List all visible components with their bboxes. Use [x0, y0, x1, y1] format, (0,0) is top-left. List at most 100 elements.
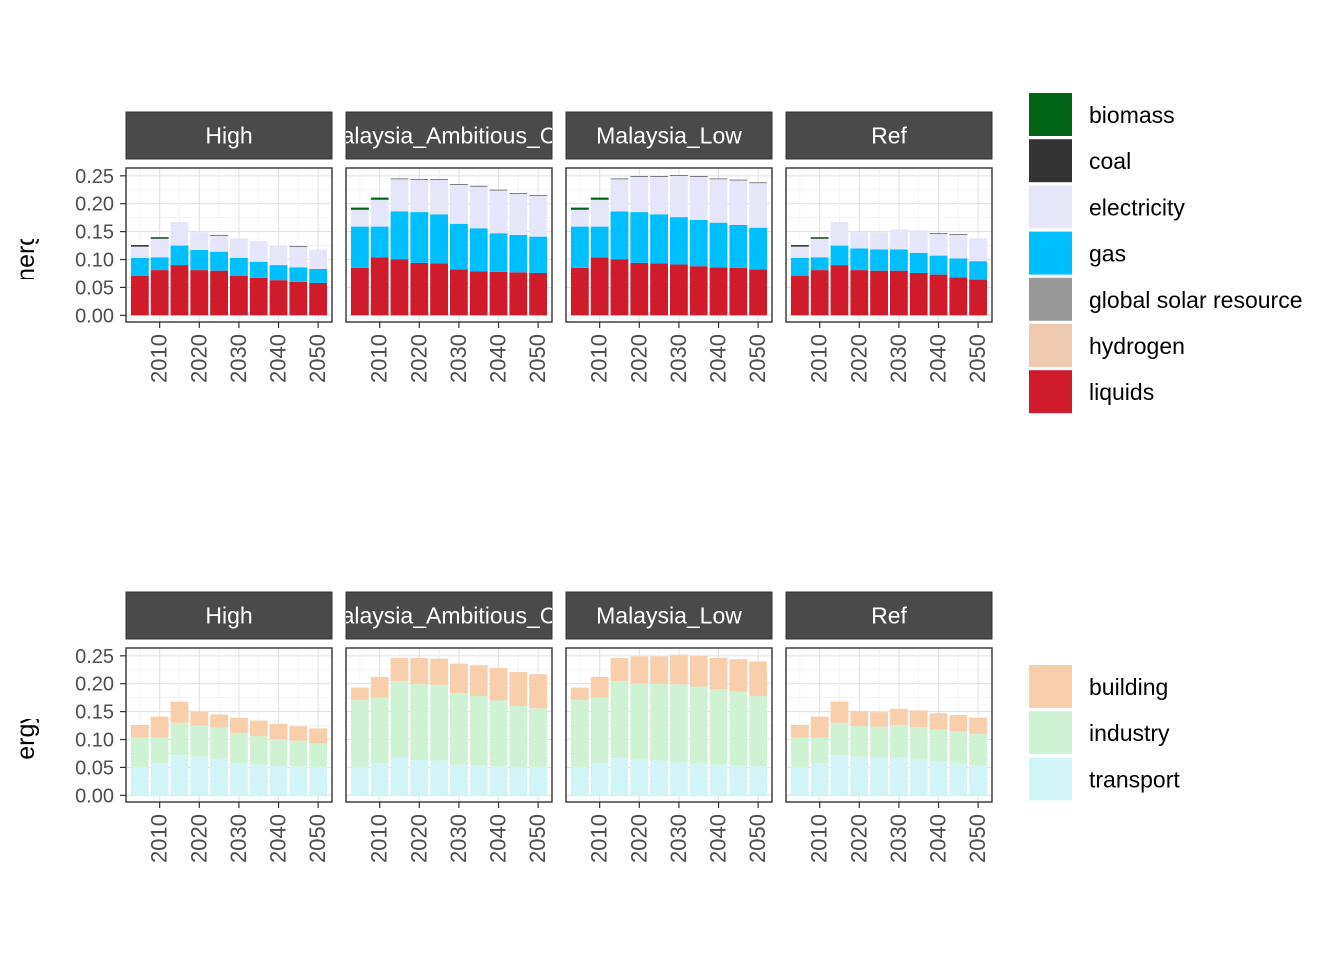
bar-industry — [669, 684, 688, 763]
bar-liquids — [689, 266, 708, 316]
bar-electricity — [430, 179, 449, 215]
bar-liquids — [729, 267, 748, 316]
y-axis-title: Final Energy by Sector — [12, 599, 40, 852]
bar-liquids — [430, 263, 449, 316]
legend-item-liquids: liquids — [1029, 370, 1154, 414]
bar-transport — [909, 759, 928, 796]
bar-biomass — [150, 237, 169, 239]
bar-coal — [810, 238, 829, 239]
bar-liquids — [489, 271, 508, 316]
bar-industry — [590, 697, 609, 763]
bar-building — [489, 668, 508, 701]
bar-building — [830, 701, 849, 723]
x-tick-label: 2030 — [666, 334, 691, 383]
bar-transport — [830, 755, 849, 796]
bar-building — [790, 725, 809, 738]
facet-title: High — [205, 123, 252, 149]
bar-liquids — [469, 271, 488, 316]
bar-coal — [489, 189, 508, 191]
bar-liquids — [269, 280, 288, 316]
y-tick-label: 0.15 — [75, 702, 114, 724]
legend-label: building — [1089, 674, 1168, 700]
bar-electricity — [489, 190, 508, 234]
facet-title: Malaysia_Ambitious_Cut — [322, 123, 576, 149]
chart-1: Final Energy by Fuel 0.00 0.05 0.10 0.15 0.20… — [12, 93, 1303, 414]
bar-gas — [430, 214, 449, 264]
x-tick-label: 2020 — [406, 334, 431, 383]
legend-item-transport: transport — [1029, 757, 1180, 801]
bar-industry — [570, 699, 589, 767]
bar-gas — [969, 261, 988, 280]
x-tick-label: 2050 — [305, 334, 330, 383]
x-tick-label: 2040 — [706, 334, 731, 383]
bar-coal — [509, 193, 528, 194]
bar-liquids — [969, 279, 988, 316]
bar-coal — [410, 179, 429, 180]
bar-coal — [130, 246, 149, 247]
bar-gas — [190, 250, 209, 271]
y-tick-label: 0.10 — [75, 730, 114, 752]
bar-building — [689, 655, 708, 687]
bar-coal — [469, 185, 488, 187]
bar-coal — [729, 179, 748, 181]
bar-liquids — [390, 259, 409, 316]
bar-liquids — [410, 262, 429, 316]
legend: building industry transport — [1029, 665, 1180, 801]
y-tick-label: 0.00 — [75, 305, 114, 327]
bar-industry — [850, 726, 869, 757]
bar-transport — [529, 766, 548, 796]
bar-transport — [410, 760, 429, 796]
bar-electricity — [469, 186, 488, 229]
legend-key — [1029, 139, 1072, 183]
bar-building — [949, 714, 968, 732]
bar-industry — [150, 737, 169, 763]
bar-liquids — [929, 274, 948, 316]
bar-building — [709, 658, 728, 690]
y-tick-label: 0.20 — [75, 194, 114, 216]
bar-electricity — [390, 179, 409, 212]
bar-gas — [610, 211, 629, 260]
bar-transport — [650, 760, 669, 796]
bar-electricity — [370, 199, 389, 227]
bar-biomass — [570, 207, 589, 210]
bar-industry — [210, 727, 229, 759]
bar-biomass — [810, 237, 829, 239]
x-tick-label: 2030 — [226, 814, 251, 863]
bar-building — [370, 677, 389, 698]
bar-liquids — [150, 270, 169, 316]
x-tick-label: 2010 — [587, 814, 612, 863]
legend-key — [1029, 324, 1072, 367]
bar-transport — [590, 762, 609, 796]
legend-label: liquids — [1089, 379, 1154, 405]
legend-label: global solar resource — [1089, 287, 1303, 313]
bar-transport — [229, 762, 248, 796]
x-tick-label: 2040 — [706, 814, 731, 863]
bar-building — [229, 717, 248, 733]
x-tick-label: 2040 — [926, 814, 951, 863]
bar-building — [309, 728, 328, 744]
facet-title: Malaysia_Low — [596, 603, 742, 629]
bar-electricity — [350, 209, 369, 227]
bar-electricity — [949, 234, 968, 259]
legend-key — [1029, 665, 1072, 708]
x-tick-label: 2010 — [147, 814, 172, 863]
bar-coal — [350, 209, 369, 210]
bar-transport — [889, 757, 908, 796]
y-tick-label: 0.05 — [75, 277, 114, 299]
y-tick-label: 0.00 — [75, 785, 114, 807]
bar-coal — [929, 233, 948, 234]
legend-item-building: building — [1029, 665, 1168, 708]
bar-transport — [309, 766, 328, 796]
legend-label: transport — [1089, 766, 1180, 792]
bar-coal — [650, 176, 669, 177]
bar-gas — [309, 268, 328, 283]
bar-building — [289, 726, 308, 741]
x-tick-label: 2050 — [965, 814, 990, 863]
bar-building — [630, 656, 649, 684]
bar-gas — [130, 257, 149, 276]
bar-liquids — [669, 264, 688, 316]
y-axis-title: Final Energy by Fuel — [12, 130, 40, 359]
legend-item-gas: gas — [1029, 231, 1126, 275]
bar-gas — [790, 257, 809, 276]
bar-coal — [610, 178, 629, 180]
